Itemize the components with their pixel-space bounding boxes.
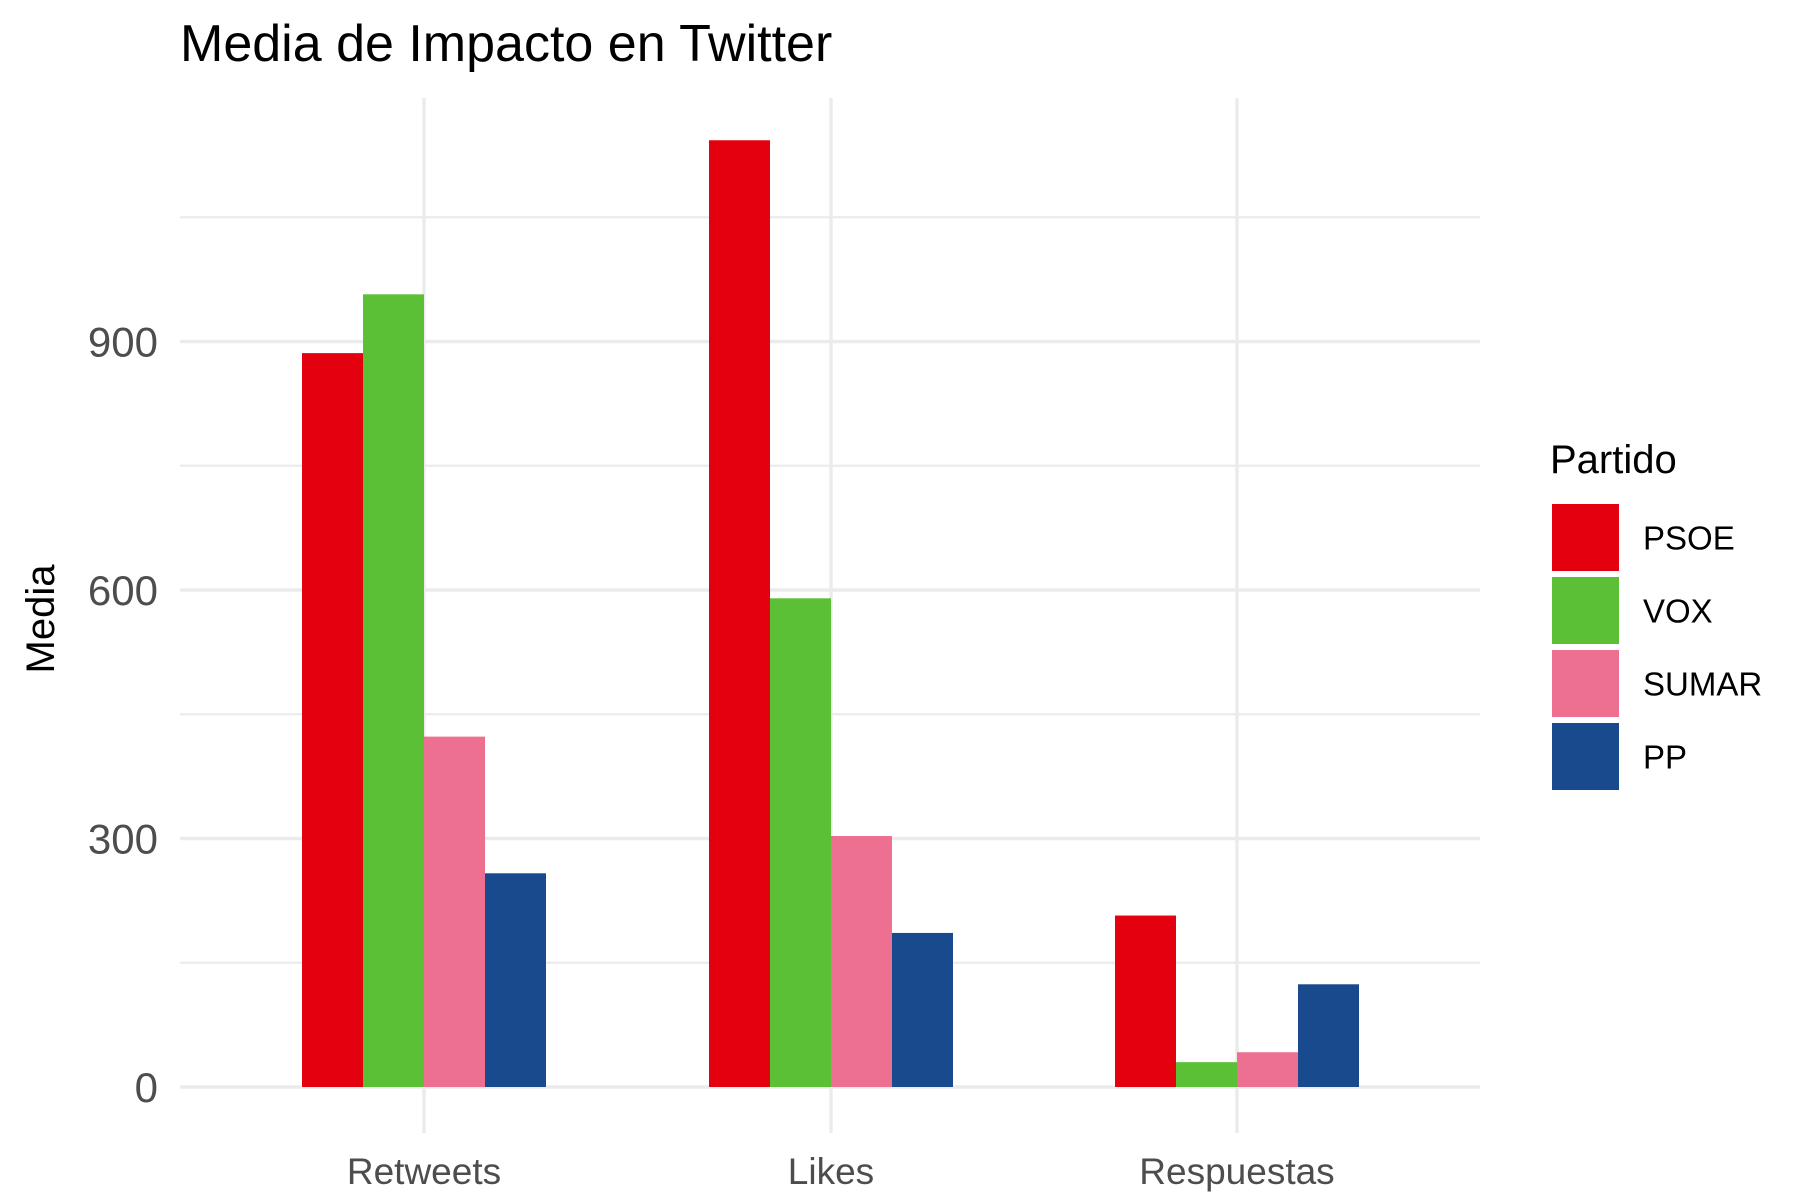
legend-title: Partido [1550,438,1677,482]
bar-psoe-likes [709,140,770,1087]
tick-labels: 0 300 600 900 Retweets Likes Respuestas [88,319,1335,1192]
x-tick-label: Respuestas [1139,1151,1334,1192]
legend-label-pp: PP [1643,739,1687,776]
bars [302,140,1359,1087]
legend: Partido PSOE VOX SUMAR PP [1550,438,1762,790]
y-tick-label: 600 [88,567,158,614]
y-tick-label: 0 [135,1064,158,1111]
legend-label-psoe: PSOE [1643,520,1735,557]
bar-pp-retweets [485,873,546,1087]
bar-vox-likes [770,598,831,1087]
legend-label-sumar: SUMAR [1643,666,1762,703]
bar-sumar-retweets [424,736,485,1087]
bar-pp-respuestas [1298,984,1359,1087]
bar-vox-retweets [363,294,424,1087]
y-tick-label: 300 [88,816,158,863]
bar-pp-likes [892,932,953,1087]
x-tick-label: Retweets [347,1151,501,1192]
bar-psoe-respuestas [1115,915,1176,1087]
legend-key-vox [1552,577,1619,644]
legend-key-pp [1552,723,1619,790]
y-tick-label: 900 [88,319,158,366]
bar-sumar-likes [831,836,892,1087]
bar-sumar-respuestas [1237,1052,1298,1087]
legend-key-psoe [1552,504,1619,571]
bar-vox-respuestas [1176,1062,1237,1087]
legend-key-sumar [1552,650,1619,717]
y-axis-title: Media [19,564,63,674]
legend-label-vox: VOX [1643,593,1713,630]
bar-psoe-retweets [302,353,363,1087]
x-tick-label: Likes [788,1151,874,1192]
chart-title: Media de Impacto en Twitter [180,15,832,73]
